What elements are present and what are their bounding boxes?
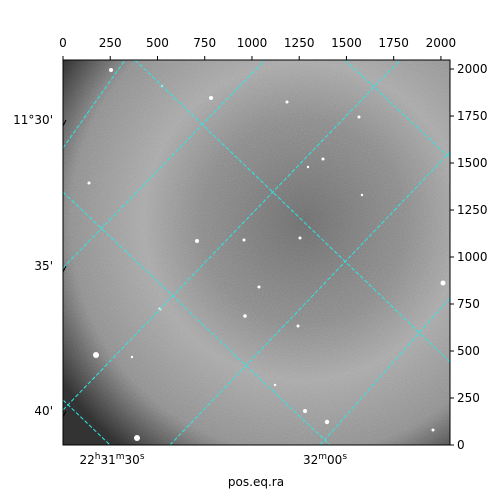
dec-tick: [62, 410, 67, 418]
ra-unit: h: [95, 452, 101, 462]
ra-value: 22: [79, 453, 94, 467]
y-tick-label: 1000: [457, 250, 488, 264]
ra-unit: s: [140, 452, 145, 462]
ra-value: 00: [327, 453, 342, 467]
y-tick-label: 1250: [457, 203, 488, 217]
ra-tick-label: 32m00s: [303, 452, 347, 467]
dec-tick: [62, 119, 67, 127]
x-tick-label: 1250: [284, 36, 315, 50]
x-tick-label: 750: [193, 36, 216, 50]
dec-tick-label: 35': [34, 259, 53, 273]
ra-unit: m: [116, 452, 125, 462]
image: [63, 60, 450, 445]
x-axis-label: pos.eq.ra: [228, 475, 284, 489]
frame: [62, 59, 451, 446]
y-tick-label: 1750: [457, 109, 488, 123]
ra-tick-label: 22h31m30s: [79, 452, 144, 467]
dec-tick-label: 11°30': [13, 113, 53, 127]
ra-value: 30: [125, 453, 140, 467]
coordinate-grid: [63, 60, 450, 445]
dec-tick: [62, 265, 67, 273]
ra-unit: m: [318, 452, 327, 462]
x-tick-label: 1000: [237, 36, 268, 50]
y-tick-label: 500: [457, 344, 480, 358]
x-tick-label: 0: [59, 36, 67, 50]
ra-value: 32: [303, 453, 318, 467]
ra-value: 31: [100, 453, 115, 467]
stars: [87, 68, 446, 441]
y-tick-label: 2000: [457, 62, 488, 76]
x-tick-label: 1750: [378, 36, 409, 50]
y-tick-label: 250: [457, 391, 480, 405]
y-tick-label: 0: [457, 438, 465, 452]
x-tick-label: 1500: [331, 36, 362, 50]
ra-unit: s: [342, 452, 347, 462]
y-tick-label: 750: [457, 297, 480, 311]
x-tick-label: 250: [99, 36, 122, 50]
y-tick-label: 1500: [457, 156, 488, 170]
x-tick-label: 500: [146, 36, 169, 50]
x-tick-label: 2000: [426, 36, 457, 50]
dec-tick-label: 40': [34, 404, 53, 418]
